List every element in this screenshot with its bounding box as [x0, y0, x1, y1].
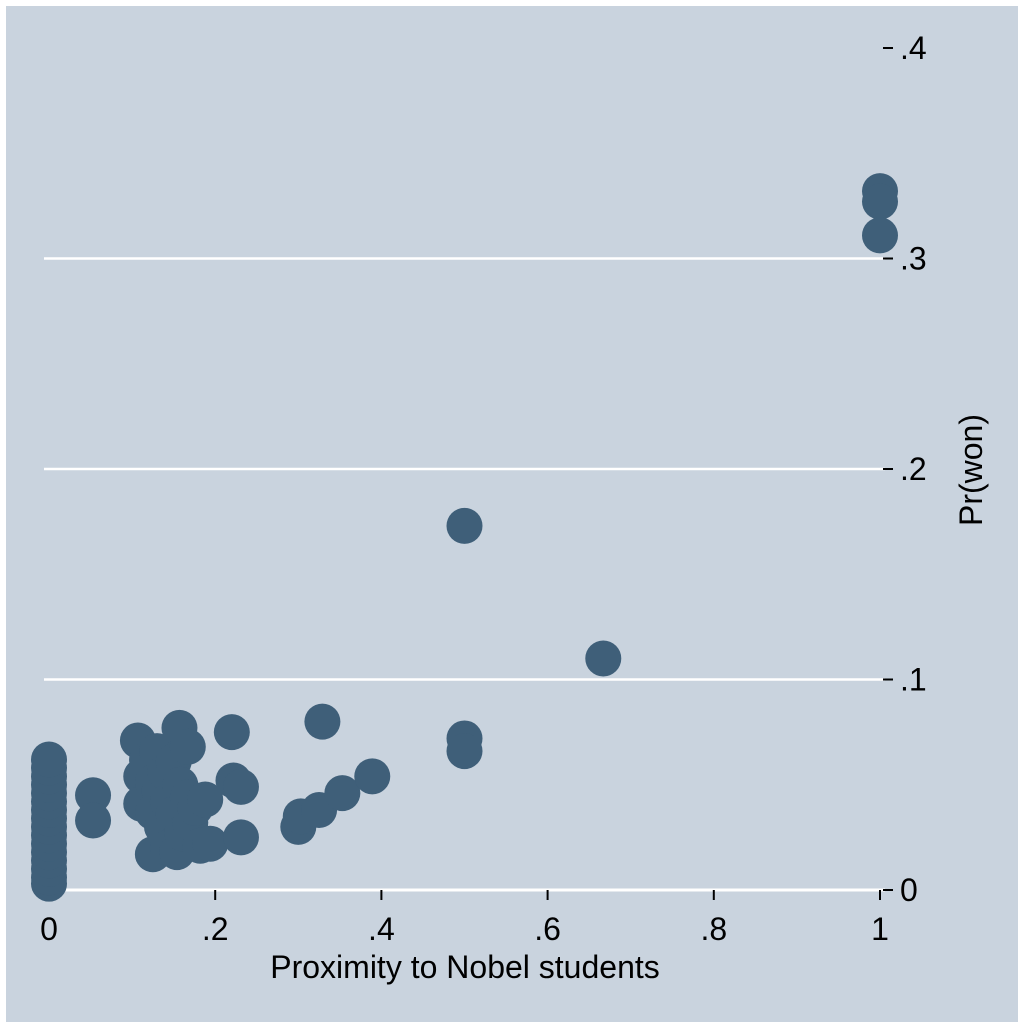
x-tick-label: 0: [40, 911, 58, 947]
data-point: [446, 733, 483, 770]
x-tick-label: 1: [871, 911, 889, 947]
data-point: [446, 507, 483, 544]
y-tick-label: .2: [900, 451, 927, 487]
x-tick-label: .4: [368, 911, 395, 947]
gridlines: [44, 257, 885, 681]
data-point: [585, 640, 622, 677]
y-tick-label: .1: [900, 662, 927, 698]
data-points: [31, 173, 898, 902]
data-point: [169, 728, 206, 765]
data-point: [192, 825, 229, 862]
data-point: [75, 802, 112, 839]
x-tick-label: .8: [700, 911, 727, 947]
data-point: [304, 703, 341, 740]
x-tick-labels: 0 .2 .4 .6 .8 1: [40, 911, 889, 947]
x-tick-label: .2: [202, 911, 229, 947]
data-point: [75, 777, 112, 814]
axes: [44, 47, 893, 900]
y-axis-title: Pr(won): [953, 414, 989, 526]
data-point: [31, 741, 67, 778]
data-point: [324, 775, 361, 812]
data-point: [862, 183, 898, 220]
y-tick-label: 0: [900, 872, 918, 908]
y-tick-labels: 0 .1 .2 .3 .4: [900, 30, 927, 908]
data-point: [187, 781, 224, 818]
x-axis-title: Proximity to Nobel students: [270, 949, 660, 985]
y-tick-label: .4: [900, 30, 927, 66]
data-point: [354, 758, 391, 795]
data-point: [862, 217, 898, 254]
data-point: [222, 819, 259, 856]
data-point: [222, 768, 259, 805]
data-point: [213, 714, 250, 751]
x-tick-label: .6: [534, 911, 561, 947]
y-tick-label: .3: [900, 241, 927, 277]
